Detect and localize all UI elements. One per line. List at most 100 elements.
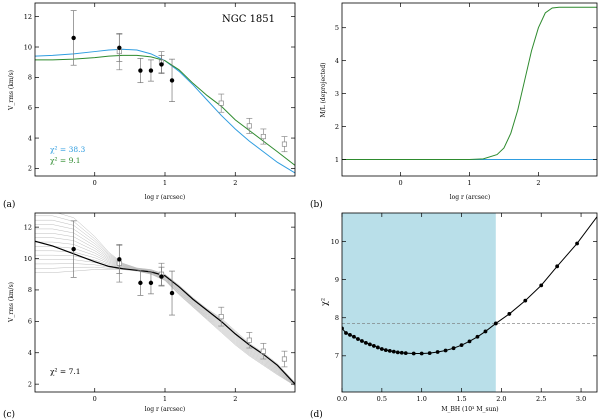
chi2-marker [364, 340, 368, 345]
panel-a-chi2-blue: χ² = 38.3 [50, 145, 86, 154]
panel-c-ylabel: V_rms (km/s) [8, 282, 15, 323]
y-tick-label: 10 [24, 255, 32, 263]
x-tick-label: 2.5 [536, 395, 546, 403]
chi2-marker [443, 348, 448, 353]
filled-data-point [138, 280, 143, 286]
chi2-marker [395, 350, 400, 355]
chi2-marker [475, 334, 480, 339]
x-tick-label: 2 [233, 395, 237, 403]
filled-data-point [117, 257, 122, 262]
x-tick-label: 1 [163, 395, 167, 403]
panel-a-letter: (a) [3, 199, 15, 210]
panel-a-title: NGC 1851 [222, 14, 275, 25]
filled-data-point [148, 280, 154, 286]
panel-b: 0 1 2 1 2 3 4 5 log r (arcsec) M/L (deprojected… [310, 2, 598, 210]
y-tick-label: 9 [335, 276, 339, 284]
panel-d: 0.0 0.5 1.0 1.5 2.0 2.5 3.0 7 8 9 10 M_BH (10³ M_s… [310, 212, 598, 420]
y-tick-label: 8 [335, 314, 339, 322]
panel-c-plot-area [35, 213, 295, 386]
best-fit-line [35, 240, 295, 385]
chi2-marker [391, 349, 396, 354]
chi2-marker [342, 326, 344, 331]
x-tick-label: 1.5 [456, 395, 466, 403]
x-tick-label: 0.0 [337, 395, 347, 403]
chi2-marker [387, 348, 392, 353]
open-data-point [260, 133, 266, 140]
panel-b-xlabel: log r (arcsec) [450, 194, 491, 201]
chi2-marker [575, 241, 579, 246]
y-tick-label: 6 [28, 104, 32, 112]
y-tick-label: 12 [24, 13, 32, 21]
ml-green-line [342, 6, 597, 161]
open-data-point [218, 100, 224, 106]
chi2-marker [507, 312, 512, 316]
x-tick-label: 2 [536, 179, 540, 187]
chi2-marker [375, 345, 380, 350]
chi2-marker [451, 346, 456, 351]
x-tick-label: 0 [93, 179, 97, 187]
filled-data-point [169, 290, 175, 296]
x-tick-label: 0.5 [377, 395, 387, 403]
panel-d-xlabel: M_BH (10³ M_sun) [441, 406, 498, 413]
panel-b-frame [341, 2, 598, 177]
panel-d-ticks: 0.0 0.5 1.0 1.5 2.0 2.5 3.0 7 8 9 10 [331, 213, 597, 403]
chi2-curve [342, 216, 597, 355]
y-tick-label: 1 [335, 156, 339, 164]
panel-d-ylabel: χ² [320, 298, 329, 306]
chi2-marker [435, 350, 440, 354]
chi2-marker [467, 339, 472, 344]
panel-a-ylabel: V_rms (km/s) [8, 70, 15, 111]
filled-data-point [117, 45, 122, 50]
chi2-marker [493, 321, 498, 326]
panel-b-letter: (b) [310, 199, 323, 210]
x-tick-label: 0 [399, 179, 403, 187]
open-data-point [281, 141, 288, 147]
open-data-point [260, 348, 266, 354]
chi2-marker [360, 339, 364, 343]
y-tick-label: 5 [335, 24, 339, 32]
model-blue-line [35, 48, 295, 174]
filled-data-point [159, 274, 164, 279]
chi2-marker [399, 350, 404, 355]
open-data-point [281, 356, 288, 362]
y-tick-label: 2 [335, 123, 339, 131]
chi2-marker [555, 264, 560, 269]
panel-c-xlabel: log r (arcsec) [145, 406, 186, 413]
chi2-marker [459, 343, 464, 348]
chi2-marker [419, 351, 424, 356]
x-tick-label: 3.0 [576, 395, 586, 403]
y-tick-label: 3 [335, 90, 339, 98]
x-tick-label: 2.0 [496, 395, 506, 403]
panel-c-frame [34, 212, 296, 393]
panel-c-chi2: χ² = 7.1 [50, 367, 81, 376]
chi2-marker [411, 351, 416, 356]
x-tick-label: 2 [233, 179, 237, 187]
chi2-marker [539, 283, 544, 288]
open-data-point [246, 337, 252, 343]
y-tick-label: 8 [28, 74, 32, 82]
chi2-marker [371, 344, 376, 348]
confidence-shaded-region [342, 213, 496, 392]
filled-data-point [159, 62, 164, 67]
chi2-marker [379, 347, 384, 351]
y-tick-label: 12 [24, 223, 32, 231]
panel-b-ticks: 0 1 2 1 2 3 4 5 [335, 3, 597, 187]
filled-data-point [148, 68, 154, 73]
filled-data-point [138, 68, 143, 73]
chi2-marker [344, 331, 348, 335]
panel-a-chi2-green: χ² = 9.1 [50, 156, 81, 165]
y-tick-label: 10 [24, 43, 32, 51]
chi2-marker [383, 348, 388, 353]
x-tick-label: 1 [467, 179, 471, 187]
chi2-marker [367, 342, 372, 347]
open-data-point [218, 314, 224, 320]
chi2-marker [403, 351, 408, 356]
panel-b-ylabel: M/L (deprojected) [320, 62, 327, 117]
chi2-marker [483, 329, 488, 334]
filled-data-point [71, 246, 76, 252]
panel-a-xlabel: log r (arcsec) [145, 194, 186, 201]
